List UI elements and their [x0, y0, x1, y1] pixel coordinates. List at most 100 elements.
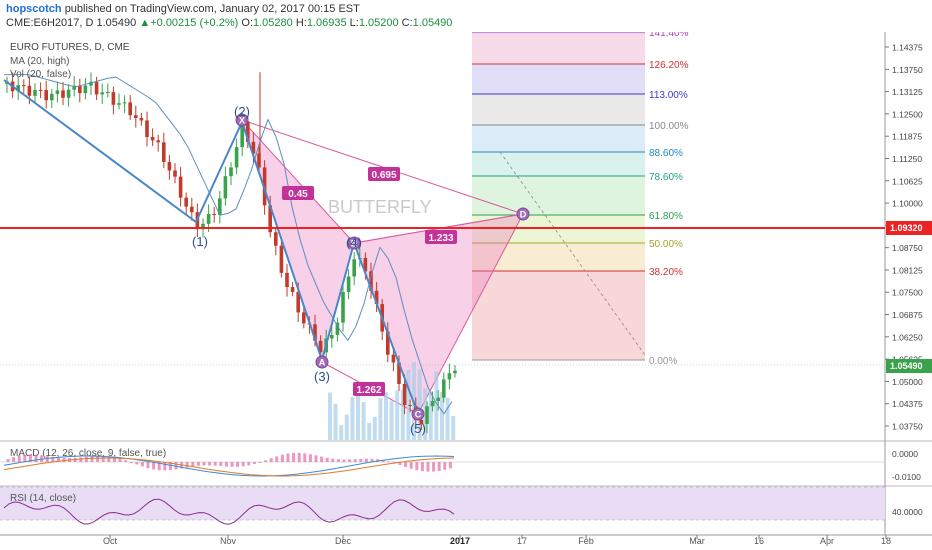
macd-histogram-bar [84, 456, 88, 462]
macd-line [3, 455, 455, 477]
volume-bar [361, 402, 366, 440]
macd-histogram-bar [208, 462, 212, 466]
macd-histogram-bar [163, 462, 167, 471]
candle-body [391, 354, 396, 363]
fib-zone [472, 32, 645, 64]
time-tick-label: Feb [578, 536, 594, 546]
macd-label: MACD (12, 26, close, 9, false, true) [10, 448, 166, 459]
macd-histogram-bar [409, 462, 413, 469]
close-value: 1.05490 [412, 17, 453, 29]
candle-body [72, 85, 76, 90]
candle-body [122, 102, 127, 104]
candle-body [66, 89, 71, 98]
candle-body [218, 198, 222, 215]
rsi-label: RSI (14, close) [10, 493, 76, 504]
macd-histogram-bar [297, 452, 301, 462]
volume-bar [350, 397, 355, 440]
macd-histogram-bar [420, 462, 424, 472]
macd-histogram-bar [280, 454, 284, 462]
fib-zone [472, 94, 645, 125]
macd-histogram-bar [415, 462, 419, 471]
wave-label: (5) [410, 421, 426, 436]
author-link[interactable]: hopscotch [6, 3, 62, 15]
time-tick-label: Nov [220, 536, 237, 546]
time-tick-label: 2017 [450, 536, 470, 546]
fib-zone [472, 271, 645, 360]
macd-histogram-bar [331, 458, 335, 462]
macd-tick-label: 0.0000 [892, 449, 918, 459]
time-tick-label: Apr [820, 536, 834, 546]
candle-body [352, 259, 356, 277]
macd-histogram-bar [146, 462, 150, 469]
macd-histogram-bar [107, 456, 111, 462]
candle-body [83, 85, 88, 94]
ratio-value: 0.45 [288, 189, 308, 200]
volume-bar [417, 369, 422, 440]
candle-body [100, 92, 104, 95]
signal-line [3, 457, 455, 477]
pattern-point-marker [347, 236, 361, 250]
wave-label: (3) [314, 369, 330, 384]
macd-histogram-bar [224, 462, 228, 467]
macd-histogram-bar [269, 458, 273, 462]
candle-body [145, 120, 149, 138]
price-tick-label: 1.04375 [892, 399, 923, 409]
price-tick-label: 1.06875 [892, 310, 923, 320]
candle-body [257, 153, 261, 168]
macd-histogram-bar [336, 459, 340, 462]
last-price-tag-text: 1.05490 [890, 361, 923, 371]
time-tick-label: 18 [881, 536, 891, 546]
candle-body [117, 103, 121, 105]
price-tick-label: 1.11250 [892, 154, 922, 164]
low-label: L: [349, 17, 359, 29]
candle-body [279, 245, 284, 273]
macd-histogram-bar [252, 462, 256, 465]
macd-histogram-bar [258, 462, 262, 463]
price-tick-label: 1.05000 [892, 377, 923, 387]
publish-line: hopscotch published on TradingView.com, … [6, 3, 360, 15]
fib-level-label: 50.00% [649, 239, 683, 250]
candle-body [374, 290, 379, 305]
candle-body [346, 276, 351, 293]
rsi-line [3, 498, 455, 525]
rsi-band [0, 487, 885, 520]
macd-histogram-bar [45, 456, 49, 462]
open-value: 1.05280 [252, 17, 293, 29]
ratio-badge [282, 186, 314, 200]
price-tick-label: 1.14375 [892, 43, 923, 53]
candle-body [341, 292, 345, 323]
level-price-tag [886, 221, 932, 235]
macd-histogram-bar [23, 454, 27, 462]
pattern-point-label: A [319, 358, 326, 368]
pattern-point-label: D [520, 210, 527, 220]
fib-level-label: 0.00% [649, 356, 677, 367]
wave-label: (4) [346, 235, 362, 250]
change-text: +0.00215 (+0.2%) [150, 17, 239, 29]
macd-histogram-bar [236, 462, 240, 467]
wave-label: (2) [234, 104, 250, 119]
candle-body [397, 362, 401, 384]
candle-body [436, 397, 440, 401]
macd-histogram-bar [12, 457, 16, 462]
price-tick-label: 1.11875 [892, 132, 922, 142]
candle-body [285, 272, 289, 288]
price-tick-label: 1.10000 [892, 199, 923, 209]
fib-zone [472, 125, 645, 152]
macd-histogram-bar [112, 457, 116, 462]
pattern-point-label: C [415, 410, 422, 420]
macd-histogram-bar [314, 455, 318, 462]
candle-body [402, 383, 407, 406]
fib-level-label: 113.00% [649, 90, 688, 101]
macd-histogram-bar [196, 462, 200, 466]
macd-tick-label: -0.0100 [892, 472, 921, 482]
volume-bar [400, 389, 405, 440]
candle-body [251, 141, 256, 154]
macd-histogram-bar [152, 462, 156, 470]
candle-body [22, 85, 26, 87]
candle-body [150, 137, 155, 141]
macd-histogram-bar [129, 462, 133, 463]
candle-body [106, 92, 110, 94]
macd-histogram-bar [185, 462, 189, 468]
pattern-point-marker [315, 355, 329, 369]
